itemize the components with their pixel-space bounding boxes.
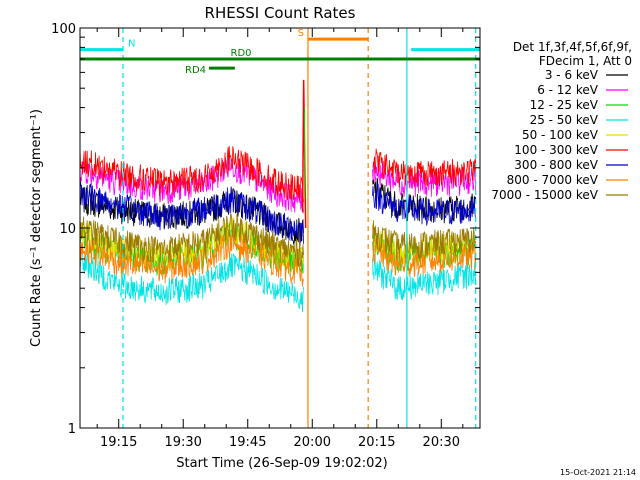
y-tick-label: 1 — [68, 422, 76, 437]
series-25-50-kev — [79, 250, 477, 313]
series-trace-segment-2 — [372, 220, 477, 260]
legend-header-line-2: FDecim 1, Att 0 — [539, 54, 632, 68]
legend-label: 800 - 7000 keV — [507, 173, 599, 187]
flag-bar-s: S — [298, 28, 369, 41]
series-trace-segment-1 — [79, 212, 304, 268]
legend-label: 7000 - 15000 keV — [491, 188, 598, 202]
x-tick-label: 19:45 — [229, 435, 266, 450]
legend-label: 25 - 50 keV — [530, 113, 599, 127]
footer-timestamp: 15-Oct-2021 21:14 — [560, 468, 636, 477]
legend-label: 6 - 12 keV — [537, 83, 599, 97]
legend-label: 300 - 800 keV — [514, 158, 598, 172]
x-tick-label: 19:15 — [100, 435, 137, 450]
series-trace-segment-2 — [372, 237, 477, 278]
series-trace-segment-2 — [372, 253, 477, 301]
legend-label: 3 - 6 keV — [545, 68, 599, 82]
series-trace-segment-2 — [372, 148, 477, 188]
flag-label-s: S — [298, 28, 304, 39]
series-trace-segment-1 — [79, 250, 304, 313]
series-trace-segment-2 — [372, 160, 477, 198]
axes: 19:15 19:30 19:45 20:00 20:15 20:30 1 10 100 — [51, 22, 480, 450]
flag-bar-rd0: RD0 — [80, 48, 480, 61]
y-tick-label: 100 — [51, 22, 76, 37]
legend-label: 50 - 100 keV — [522, 128, 599, 142]
series-300-800-kev — [79, 181, 477, 244]
y-tick-label: 10 — [59, 222, 76, 237]
x-axis-label: Start Time (26-Sep-09 19:02:02) — [176, 456, 387, 471]
y-axis-label: Count Rate (s⁻¹ detector segment⁻¹) — [29, 109, 44, 347]
series-trace-segment-1 — [79, 145, 304, 203]
flag-label-rd4: RD4 — [185, 65, 206, 76]
plot-area: N S RD0 RD4 — [79, 28, 480, 428]
series-100-300-kev — [79, 145, 477, 203]
flag-bar-n: N — [80, 39, 480, 52]
legend-label: 12 - 25 keV — [530, 98, 599, 112]
x-tick-label: 20:15 — [358, 435, 395, 450]
chart-title: RHESSI Count Rates — [205, 4, 356, 22]
series-7000-15000-kev — [79, 212, 477, 268]
x-tick-label: 19:30 — [164, 435, 201, 450]
legend-header-line-1: Det 1f,3f,4f,5f,6f,9f, — [513, 40, 632, 54]
series-trace-segment-2 — [372, 182, 477, 226]
legend-label: 100 - 300 keV — [514, 143, 598, 157]
legend: Det 1f,3f,4f,5f,6f,9f, FDecim 1, Att 0 3… — [491, 40, 632, 202]
flag-label-rd0: RD0 — [231, 48, 252, 59]
flag-bar-rd4: RD4 — [185, 65, 235, 76]
series-trace-segment-1 — [79, 181, 304, 244]
flag-label-n: N — [128, 39, 135, 50]
x-tick-label: 20:00 — [294, 435, 331, 450]
series-trace-segment-1 — [79, 186, 304, 247]
x-tick-label: 20:30 — [423, 435, 460, 450]
